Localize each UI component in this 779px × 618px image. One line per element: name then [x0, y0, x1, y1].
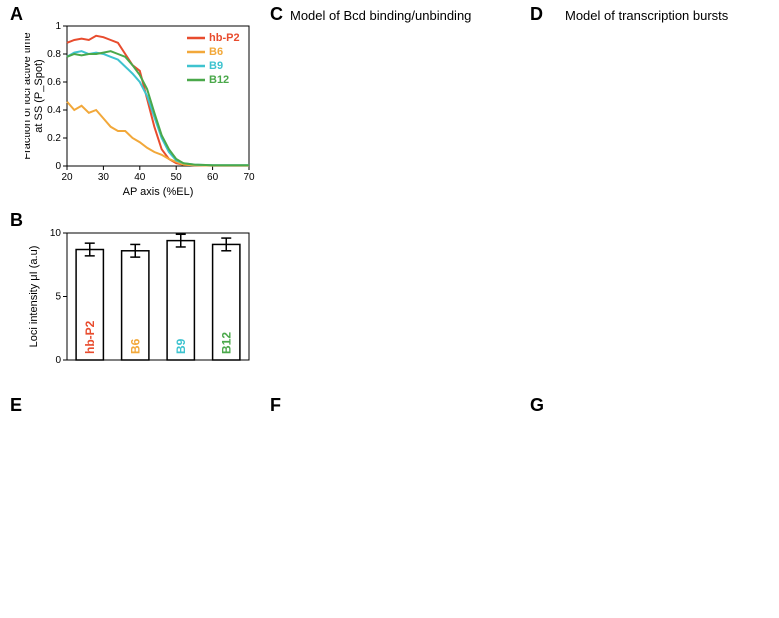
panel-c-diagram	[270, 28, 515, 383]
svg-text:Fraction of loci active timeat: Fraction of loci active timeat SS (P_Spo…	[25, 32, 45, 159]
svg-text:60: 60	[207, 172, 219, 183]
svg-text:0: 0	[55, 355, 61, 366]
panel-a-chart: 20 30 40 50 60 70 0 0.2 0.4 0.6 0.8 1 AP axis (%EL) F…	[25, 18, 255, 198]
svg-text:0.2: 0.2	[47, 133, 61, 144]
panel-d-header: Model of transcription bursts	[565, 8, 728, 23]
panel-b-chart: 0 5 10 hb-P2 B6 B9 B12 Loci intensity μI (a.u)	[25, 225, 255, 375]
svg-text:hb-P2: hb-P2	[209, 32, 240, 44]
panel-f-chart	[285, 410, 515, 605]
svg-text:AP axis (%EL): AP axis (%EL)	[123, 186, 194, 198]
panel-e-chart	[25, 410, 255, 605]
svg-text:0.6: 0.6	[47, 77, 61, 88]
svg-text:1: 1	[55, 21, 61, 32]
panel-c-header: Model of Bcd binding/unbinding	[290, 8, 471, 23]
svg-text:B6: B6	[128, 338, 142, 354]
panel-e-label: E	[10, 395, 22, 416]
panel-g-chart	[545, 410, 775, 605]
svg-text:30: 30	[98, 172, 110, 183]
svg-text:B12: B12	[209, 74, 229, 86]
panel-f-label: F	[270, 395, 281, 416]
svg-text:70: 70	[243, 172, 255, 183]
panel-b-label: B	[10, 210, 23, 231]
svg-text:B9: B9	[174, 338, 188, 354]
svg-text:Loci intensity μI (a.u): Loci intensity μI (a.u)	[28, 246, 40, 348]
panel-d-label: D	[530, 4, 543, 25]
panel-d-diagram	[530, 28, 770, 383]
svg-text:20: 20	[61, 172, 73, 183]
svg-text:50: 50	[171, 172, 183, 183]
svg-text:B6: B6	[209, 46, 223, 58]
svg-text:hb-P2: hb-P2	[83, 320, 97, 354]
svg-text:5: 5	[55, 292, 61, 303]
svg-text:B9: B9	[209, 60, 223, 72]
svg-text:0.4: 0.4	[47, 105, 61, 116]
svg-text:0: 0	[55, 161, 61, 172]
panel-a-label: A	[10, 4, 23, 25]
svg-text:40: 40	[134, 172, 146, 183]
panel-c-label: C	[270, 4, 283, 25]
svg-text:0.8: 0.8	[47, 49, 61, 60]
svg-text:10: 10	[50, 228, 62, 239]
svg-text:B12: B12	[219, 332, 233, 354]
panel-g-label: G	[530, 395, 544, 416]
